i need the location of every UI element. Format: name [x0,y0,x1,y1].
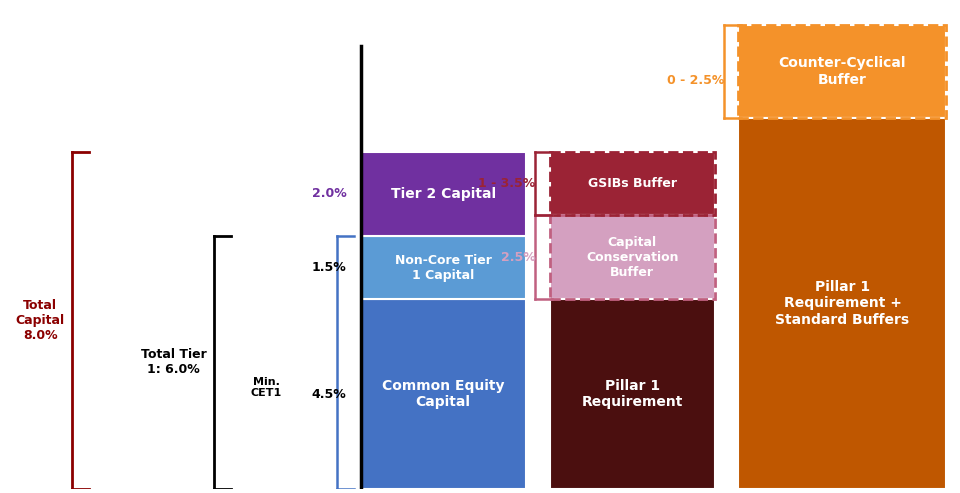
Text: Total
Capital
8.0%: Total Capital 8.0% [15,299,64,342]
Bar [738,118,947,489]
Text: Common Equity
Capital: Common Equity Capital [382,379,504,409]
Bar [738,25,947,118]
Text: 2.0%: 2.0% [312,187,347,200]
Text: 1.5%: 1.5% [312,261,347,274]
Bar [549,152,715,215]
Bar [361,236,526,299]
Text: Total Tier
1: 6.0%: Total Tier 1: 6.0% [141,349,206,376]
Bar [361,299,526,489]
Text: Pillar 1
Requirement: Pillar 1 Requirement [582,379,683,409]
Text: 0 - 2.5%: 0 - 2.5% [667,73,725,87]
Bar [549,152,715,215]
Text: 2.5%: 2.5% [500,250,536,264]
Text: Capital
Conservation
Buffer: Capital Conservation Buffer [586,236,679,279]
Text: Counter-Cyclical
Buffer: Counter-Cyclical Buffer [779,57,906,87]
Text: Min.
CET1: Min. CET1 [251,377,281,398]
Text: Pillar 1
Requirement +
Standard Buffers: Pillar 1 Requirement + Standard Buffers [776,280,909,326]
Bar [361,152,526,236]
Bar [549,215,715,299]
Text: 1 - 3.5%: 1 - 3.5% [478,177,536,190]
Bar [549,215,715,299]
Text: 4.5%: 4.5% [312,387,347,400]
Text: Tier 2 Capital: Tier 2 Capital [391,187,495,201]
Text: GSIBs Buffer: GSIBs Buffer [588,177,677,190]
Bar [549,299,715,489]
Bar [738,25,947,118]
Text: Non-Core Tier
1 Capital: Non-Core Tier 1 Capital [395,253,492,282]
